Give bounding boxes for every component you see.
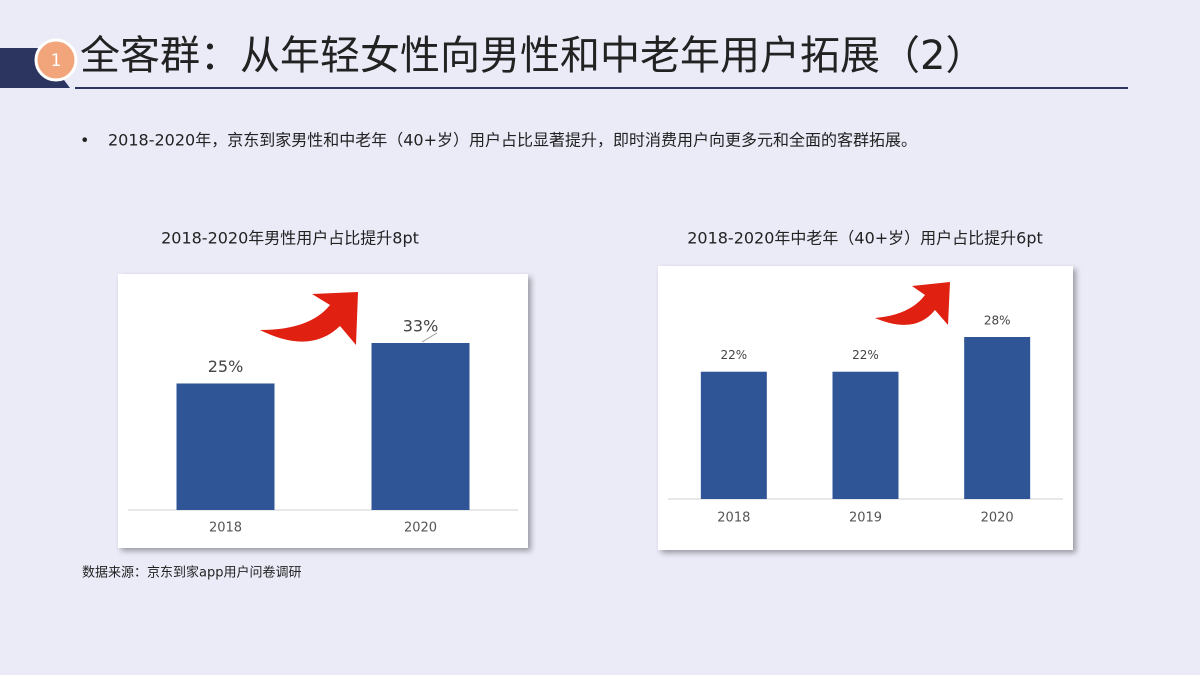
bullet-dot: •	[80, 131, 89, 150]
header-badge	[34, 38, 78, 82]
value-label: 22%	[720, 348, 747, 362]
x-tick-label: 2020	[404, 521, 437, 536]
x-tick-label: 2018	[209, 521, 242, 536]
x-tick-label: 2020	[981, 511, 1014, 526]
value-label: 28%	[984, 314, 1011, 328]
header-number: 1	[51, 51, 62, 71]
bar	[176, 383, 275, 510]
header-title: 全客群：从年轻女性向男性和中老年用户拓展（2）	[80, 33, 985, 79]
bar	[371, 343, 470, 510]
bar	[964, 337, 1031, 499]
chart-title: 2018-2020年男性用户占比提升8pt	[161, 229, 419, 248]
x-tick-label: 2019	[849, 511, 882, 526]
chart-title: 2018-2020年中老年（40+岁）用户占比提升6pt	[687, 229, 1043, 248]
bullet-text: 2018-2020年，京东到家男性和中老年（40+岁）用户占比显著提升，即时消费…	[108, 131, 917, 150]
source-note: 数据来源：京东到家app用户问卷调研	[82, 565, 301, 581]
bar	[700, 371, 767, 499]
value-label: 33%	[403, 317, 439, 336]
trend-arrow	[875, 282, 950, 325]
bar	[832, 371, 899, 499]
label-leader	[421, 332, 438, 343]
x-tick-label: 2018	[717, 511, 750, 526]
trend-arrow	[260, 292, 358, 345]
value-label: 22%	[852, 348, 879, 362]
value-label: 25%	[208, 357, 244, 376]
